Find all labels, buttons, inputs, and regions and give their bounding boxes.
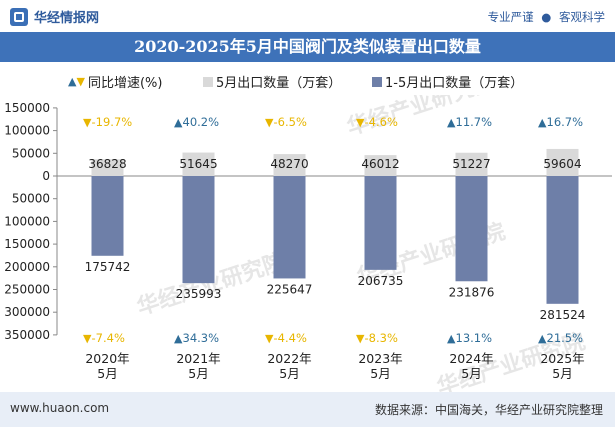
site-name: 华经情报网 bbox=[34, 11, 100, 26]
y-tick-label: 50000 bbox=[12, 192, 50, 206]
monthly-bar bbox=[182, 152, 215, 176]
site-logo[interactable]: 华经情报网 bbox=[10, 7, 99, 26]
top-bar: 华经情报网 专业严谨 ● 客观科学 bbox=[0, 0, 615, 32]
growth-monthly-label: -6.5% bbox=[274, 115, 307, 129]
growth-up-arrow: ▲ bbox=[174, 116, 183, 129]
growth-down-arrow: ▼ bbox=[356, 116, 365, 129]
cumulative-bar bbox=[182, 176, 215, 284]
legend-cumulative-label: 1-5月出口数量（万套） bbox=[385, 76, 524, 91]
footer-website[interactable]: www.huaon.com bbox=[10, 401, 110, 415]
cumulative-bar bbox=[455, 176, 488, 282]
monthly-bar bbox=[546, 148, 579, 176]
cumulative-bar bbox=[546, 176, 579, 304]
y-tick-label: 200000 bbox=[4, 260, 50, 274]
monthly-bar bbox=[273, 154, 306, 176]
y-tick-label: 300000 bbox=[4, 305, 50, 319]
growth-up-arrow: ▲ bbox=[447, 116, 456, 129]
growth-monthly-label: 16.7% bbox=[547, 115, 584, 129]
cumulative-value-label: 235993 bbox=[176, 287, 222, 301]
growth-monthly-label: -4.6% bbox=[365, 115, 398, 129]
growth-down-arrow: ▼ bbox=[356, 332, 365, 345]
y-tick-label: 250000 bbox=[4, 283, 50, 297]
cumulative-value-label: 225647 bbox=[267, 282, 313, 296]
growth-cumulative-label: -7.4% bbox=[92, 331, 125, 345]
legend-cumulative-swatch bbox=[372, 76, 382, 87]
cumulative-value-label: 206735 bbox=[358, 274, 404, 288]
y-tick-label: 350000 bbox=[4, 328, 50, 342]
growth-cumulative-label: 13.1% bbox=[456, 331, 493, 345]
growth-cumulative-label: 34.3% bbox=[183, 331, 220, 345]
cumulative-value-label: 231876 bbox=[449, 285, 495, 299]
x-category-label: 2025年 bbox=[540, 351, 584, 366]
x-category-label: 5月 bbox=[279, 366, 299, 381]
x-category-label: 2024年 bbox=[449, 351, 493, 366]
growth-down-arrow: ▼ bbox=[83, 116, 92, 129]
legend-monthly-label: 5月出口数量（万套） bbox=[216, 76, 342, 91]
y-tick-label: 50000 bbox=[12, 146, 50, 160]
growth-down-arrow: ▼ bbox=[265, 332, 274, 345]
down-arrow-icon: ▼ bbox=[76, 75, 85, 88]
x-category-label: 5月 bbox=[370, 366, 390, 381]
x-category-label: 5月 bbox=[461, 366, 481, 381]
monthly-value-label: 48270 bbox=[270, 157, 308, 171]
monthly-value-label: 51645 bbox=[179, 157, 217, 171]
y-tick-label: 0 bbox=[42, 169, 50, 183]
cumulative-value-label: 175742 bbox=[85, 260, 131, 274]
slogan-dot: ● bbox=[541, 10, 552, 24]
x-category-label: 2023年 bbox=[358, 351, 402, 366]
x-category-label: 5月 bbox=[552, 366, 572, 381]
cumulative-bar bbox=[273, 176, 306, 279]
growth-monthly-label: -19.7% bbox=[92, 115, 133, 129]
monthly-bar bbox=[364, 155, 397, 176]
x-category-label: 2022年 bbox=[267, 351, 311, 366]
chart-legend: ▲ ▼ 同比增速(%) 5月出口数量（万套） 1-5月出口数量（万套） bbox=[0, 72, 615, 92]
growth-cumulative-label: -8.3% bbox=[365, 331, 398, 345]
growth-up-arrow: ▲ bbox=[538, 116, 547, 129]
growth-monthly-label: 11.7% bbox=[456, 115, 493, 129]
y-tick-label: 100000 bbox=[4, 214, 50, 228]
y-tick-label: 100000 bbox=[4, 124, 50, 138]
slogan: 专业严谨 ● 客观科学 bbox=[488, 9, 605, 25]
growth-up-arrow: ▲ bbox=[538, 332, 547, 345]
legend-monthly-swatch bbox=[203, 76, 213, 87]
growth-cumulative-label: 21.5% bbox=[547, 331, 584, 345]
monthly-value-label: 46012 bbox=[361, 157, 399, 171]
y-tick-label: 150000 bbox=[4, 101, 50, 115]
x-category-label: 2020年 bbox=[85, 351, 129, 366]
monthly-value-label: 59604 bbox=[543, 157, 581, 171]
monthly-bar bbox=[91, 159, 124, 176]
x-category-label: 5月 bbox=[188, 366, 208, 381]
legend-growth-label: 同比增速(%) bbox=[87, 76, 163, 91]
growth-monthly-label: 40.2% bbox=[183, 115, 220, 129]
y-tick-label: 150000 bbox=[4, 237, 50, 251]
legend-growth: ▲ ▼ 同比增速(%) bbox=[68, 72, 162, 91]
growth-down-arrow: ▼ bbox=[83, 332, 92, 345]
legend-cumulative: 1-5月出口数量（万套） bbox=[372, 72, 523, 91]
monthly-bar bbox=[455, 152, 488, 176]
cumulative-value-label: 281524 bbox=[540, 308, 586, 322]
growth-down-arrow: ▼ bbox=[265, 116, 274, 129]
up-arrow-icon: ▲ bbox=[68, 75, 77, 88]
logo-icon bbox=[10, 7, 28, 26]
footer-source: 数据来源：中国海关，华经产业研究院整理 bbox=[374, 403, 603, 417]
legend-monthly: 5月出口数量（万套） bbox=[203, 72, 341, 91]
cumulative-bar bbox=[91, 176, 124, 256]
growth-cumulative-label: -4.4% bbox=[274, 331, 307, 345]
cumulative-bar bbox=[364, 176, 397, 270]
growth-up-arrow: ▲ bbox=[447, 332, 456, 345]
chart-title: 2020-2025年5月中国阀门及类似装置出口数量 bbox=[0, 32, 615, 62]
x-category-label: 5月 bbox=[97, 366, 117, 381]
slogan-right: 客观科学 bbox=[559, 10, 605, 24]
footer: www.huaon.com 数据来源：中国海关，华经产业研究院整理 bbox=[0, 392, 615, 427]
monthly-value-label: 51227 bbox=[452, 157, 490, 171]
x-category-label: 2021年 bbox=[176, 351, 220, 366]
slogan-left: 专业严谨 bbox=[487, 10, 534, 24]
growth-up-arrow: ▲ bbox=[174, 332, 183, 345]
monthly-value-label: 36828 bbox=[88, 157, 126, 171]
